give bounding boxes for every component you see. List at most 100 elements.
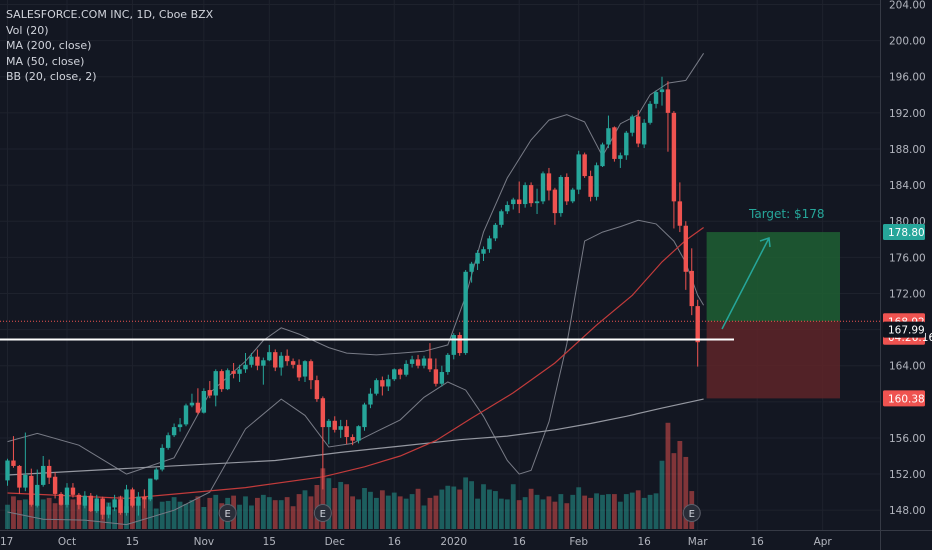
candle <box>421 355 427 369</box>
y-tick-label: 176.00 <box>889 252 926 264</box>
candle <box>344 419 349 445</box>
candle <box>630 114 635 137</box>
candle <box>195 388 201 415</box>
candle <box>552 187 558 225</box>
volume-bars <box>5 422 695 529</box>
candle-body <box>451 334 456 355</box>
volume-bar <box>433 495 439 529</box>
volume-bar <box>659 460 665 529</box>
candle <box>35 469 40 508</box>
candle-body <box>76 494 82 505</box>
candle-body <box>439 372 445 384</box>
candle-body <box>177 424 183 428</box>
candle-body <box>374 380 379 394</box>
candle <box>5 458 10 486</box>
candle-body <box>540 173 546 202</box>
candle-body <box>415 359 421 366</box>
candle <box>528 182 534 207</box>
volume-bar <box>528 488 534 529</box>
y-tick-label: 164.00 <box>889 361 926 373</box>
y-tick-label: 196.00 <box>889 72 926 84</box>
candle-body <box>142 496 147 500</box>
volume-bar <box>320 468 326 529</box>
candle <box>564 173 569 205</box>
volume-bar <box>82 499 88 529</box>
volume-bar <box>356 499 361 529</box>
volume-bar <box>558 494 564 529</box>
price-tag: 160.38 <box>883 390 925 407</box>
candle-body <box>647 103 653 123</box>
volume-bar <box>147 497 153 529</box>
candle <box>130 487 135 508</box>
candle-body <box>409 359 415 364</box>
volume-bar <box>683 456 689 529</box>
volume-bar <box>255 497 260 529</box>
stop-zone <box>706 321 840 399</box>
x-tick-label: 17 <box>0 536 13 548</box>
candle <box>70 483 76 498</box>
volume-bar <box>606 494 611 529</box>
candle-body <box>29 475 34 505</box>
price-tag-label: 178.80 <box>888 227 925 239</box>
candle <box>11 436 16 468</box>
candle-body <box>517 199 522 205</box>
candle <box>415 354 421 369</box>
candle-body <box>279 355 284 368</box>
volume-bar <box>189 500 195 529</box>
candle <box>136 492 141 516</box>
earnings-marker: E <box>682 504 701 522</box>
candle <box>647 101 653 125</box>
volume-bar <box>564 503 570 529</box>
candle-body <box>136 496 141 506</box>
candle-body <box>70 487 76 495</box>
price-tag-box <box>883 390 925 407</box>
candle <box>177 418 183 432</box>
candle <box>112 494 117 512</box>
candle <box>148 478 153 502</box>
candle <box>511 197 516 210</box>
candle-body <box>582 154 587 177</box>
x-tick-label: 16 <box>751 536 765 548</box>
candle-body <box>528 185 534 204</box>
candle <box>499 209 504 228</box>
candle-body <box>612 127 617 159</box>
earnings-marker-circle <box>682 504 701 522</box>
candle-body <box>284 355 290 362</box>
candle <box>279 352 284 376</box>
candle <box>463 269 468 355</box>
volume-bar <box>308 496 314 529</box>
candle <box>23 432 28 492</box>
candle-body <box>41 465 46 485</box>
candle <box>582 152 587 178</box>
candle <box>469 261 474 283</box>
candle <box>505 201 510 214</box>
volume-bar <box>22 499 28 529</box>
earnings-marker: E <box>313 504 332 522</box>
volume-bar <box>397 496 403 529</box>
candle-body <box>154 469 159 480</box>
volume-bar <box>302 490 308 529</box>
volume-bar <box>582 495 588 529</box>
ma200-line <box>7 398 704 476</box>
candle <box>213 369 218 407</box>
volume-bar <box>403 498 409 529</box>
earnings-marker-label: E <box>320 509 326 520</box>
candle-body <box>469 263 474 272</box>
volume-bar <box>130 500 135 529</box>
candle <box>374 378 379 396</box>
volume-bar <box>34 504 40 529</box>
candle-body <box>606 128 611 145</box>
candle <box>207 381 212 399</box>
candle-body <box>201 390 207 413</box>
candle-body <box>641 122 647 145</box>
price-tag-box <box>883 224 925 241</box>
candle-body <box>463 271 468 354</box>
candle-body <box>683 225 688 272</box>
candle-body <box>618 155 623 159</box>
volume-bar <box>617 501 623 529</box>
candle-body <box>552 189 558 214</box>
candle-body <box>225 370 230 390</box>
